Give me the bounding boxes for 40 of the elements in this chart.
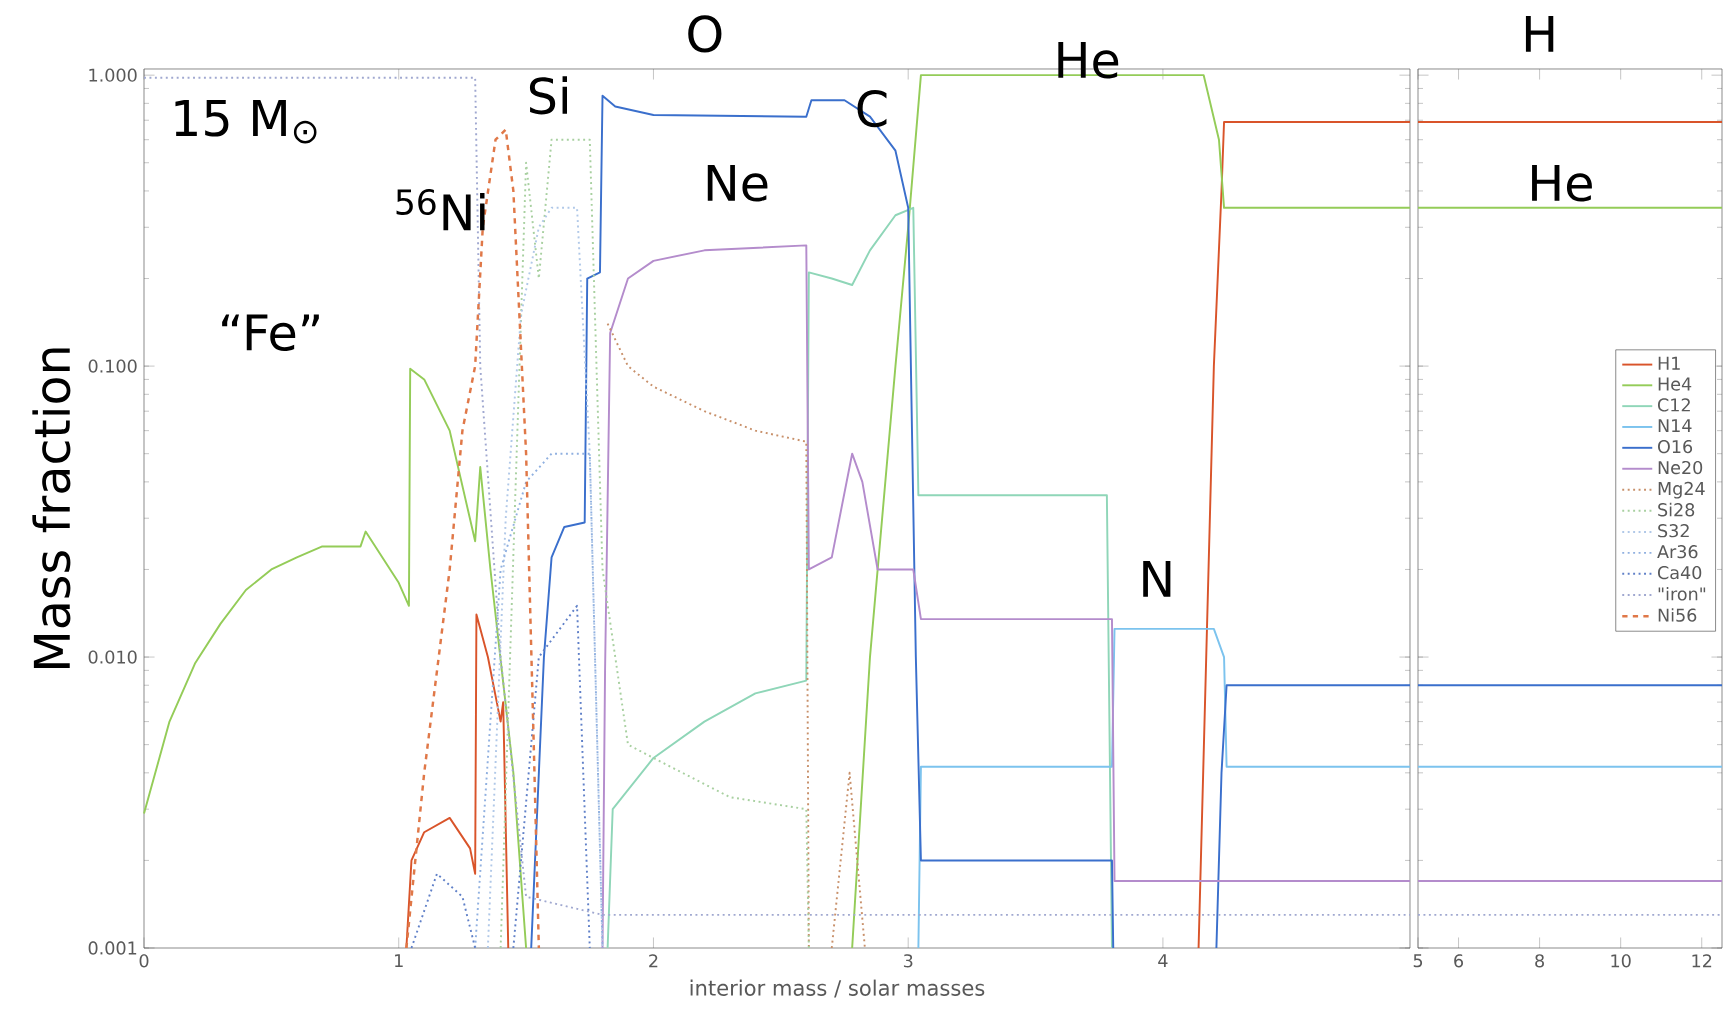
legend-label: O16 bbox=[1658, 439, 1693, 454]
x-tick-label: 8 bbox=[1535, 954, 1544, 968]
annotation: He bbox=[1532, 165, 1592, 202]
y-axis-title: Mass fraction bbox=[32, 348, 71, 668]
annotation: “Fe” bbox=[222, 314, 319, 351]
x-tick-label: 2 bbox=[649, 954, 658, 968]
x-tick-label: 4 bbox=[1158, 954, 1168, 968]
y-tick-label: 1.000 bbox=[89, 68, 137, 82]
x-tick-label: 12 bbox=[1692, 954, 1712, 968]
legend-label: "iron" bbox=[1658, 586, 1706, 601]
text: H bbox=[1525, 15, 1554, 52]
x-tick-label: 0 bbox=[139, 954, 149, 968]
y-tick-label: 0.100 bbox=[88, 359, 137, 373]
annotation: Ne bbox=[707, 165, 768, 202]
legend-label: S32 bbox=[1658, 524, 1689, 538]
text: O bbox=[688, 15, 722, 53]
x-tick-label: 3 bbox=[903, 954, 913, 968]
legend-label: Mg24 bbox=[1658, 481, 1705, 499]
annotation: C bbox=[857, 89, 887, 128]
annotation: $^{56}$Ni bbox=[396, 188, 485, 231]
legend-label: C12 bbox=[1658, 398, 1690, 412]
annotation: 15 M$_{⊙}$ bbox=[175, 100, 317, 144]
legend-label: N14 bbox=[1658, 419, 1692, 433]
x-tick-label: 6 bbox=[1454, 954, 1464, 968]
annotation: He bbox=[1058, 41, 1119, 79]
x-axis-title: interior mass / solar masses bbox=[690, 979, 985, 998]
legend-label: Ne20 bbox=[1658, 460, 1703, 475]
x-tick-label: 10 bbox=[1611, 954, 1631, 968]
annotation: Si bbox=[529, 76, 567, 115]
x-tick-label: 1 bbox=[395, 954, 403, 968]
annotation: N bbox=[1143, 560, 1171, 597]
x-tick-label: 5 bbox=[1413, 954, 1423, 968]
legend-label: Ni56 bbox=[1658, 608, 1697, 622]
y-tick-label: 0.010 bbox=[88, 650, 137, 664]
y-tick-label: 0.001 bbox=[88, 941, 137, 955]
legend-label: Ca40 bbox=[1658, 565, 1702, 580]
legend-label: He4 bbox=[1658, 377, 1692, 391]
legend-label: Ar36 bbox=[1657, 545, 1698, 559]
legend-label: Si28 bbox=[1658, 502, 1695, 517]
legend-label: H1 bbox=[1658, 356, 1680, 370]
